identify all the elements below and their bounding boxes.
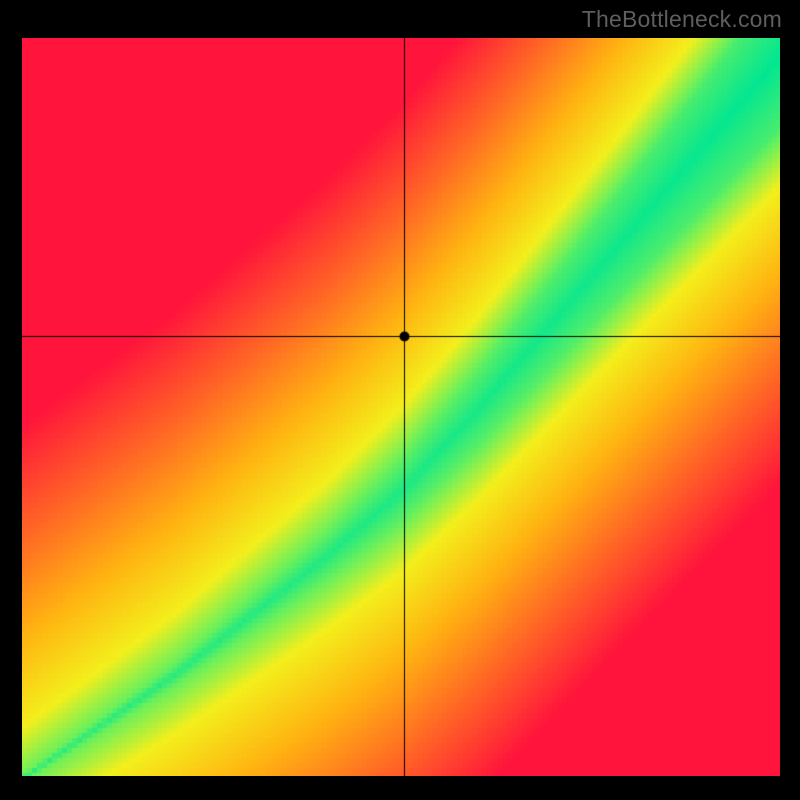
stage: TheBottleneck.com [0,0,800,800]
heatmap-plot [22,38,780,776]
heatmap-canvas [22,38,780,776]
attribution-text: TheBottleneck.com [582,6,782,33]
